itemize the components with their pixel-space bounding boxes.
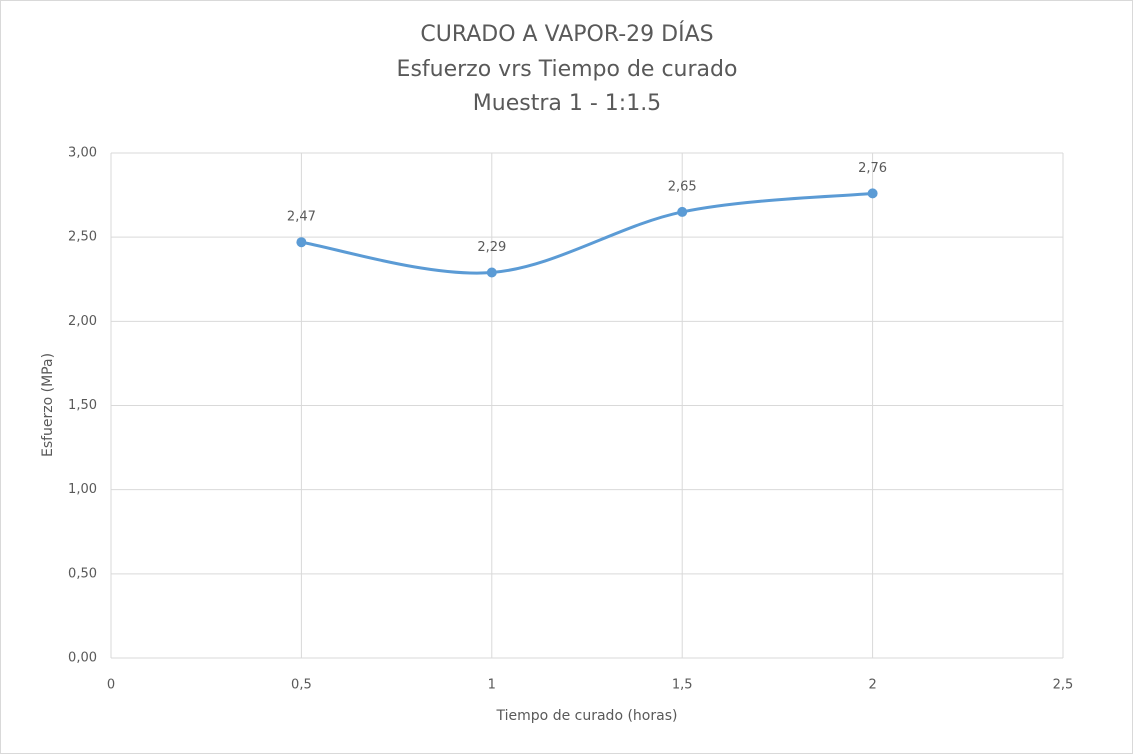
- x-tick-label: 0: [107, 678, 115, 693]
- y-tick-label: 0,50: [68, 566, 97, 581]
- x-axis-title: Tiempo de curado (horas): [496, 708, 678, 724]
- x-tick-label: 0,5: [291, 678, 312, 693]
- chart-subtitle: Esfuerzo vrs Tiempo de curado: [397, 57, 738, 82]
- data-label: 2,76: [858, 161, 887, 176]
- data-point: [867, 188, 878, 199]
- data-point: [677, 206, 688, 217]
- series-line: [301, 191, 873, 275]
- data-point: [296, 237, 307, 248]
- y-axis-title: Esfuerzo (MPa): [40, 353, 56, 457]
- data-label: 2,29: [477, 240, 506, 255]
- y-tick-label: 0,00: [68, 651, 97, 666]
- x-tick-label: 1,5: [672, 678, 693, 693]
- x-tick-label: 2: [868, 678, 876, 693]
- y-tick-label: 1,50: [68, 398, 97, 413]
- x-tick-label: 2,5: [1053, 678, 1074, 693]
- chart-subtitle: Muestra 1 - 1:1.5: [473, 91, 661, 116]
- data-label: 2,65: [668, 179, 697, 194]
- y-tick-label: 1,00: [68, 482, 97, 497]
- x-tick-label: 1: [488, 678, 496, 693]
- y-tick-label: 2,50: [68, 230, 97, 245]
- data-point: [486, 267, 497, 278]
- y-tick-label: 3,00: [68, 146, 97, 161]
- data-label: 2,47: [287, 210, 316, 225]
- y-tick-label: 2,00: [68, 314, 97, 329]
- chart-title: CURADO A VAPOR-29 DÍAS: [420, 21, 713, 47]
